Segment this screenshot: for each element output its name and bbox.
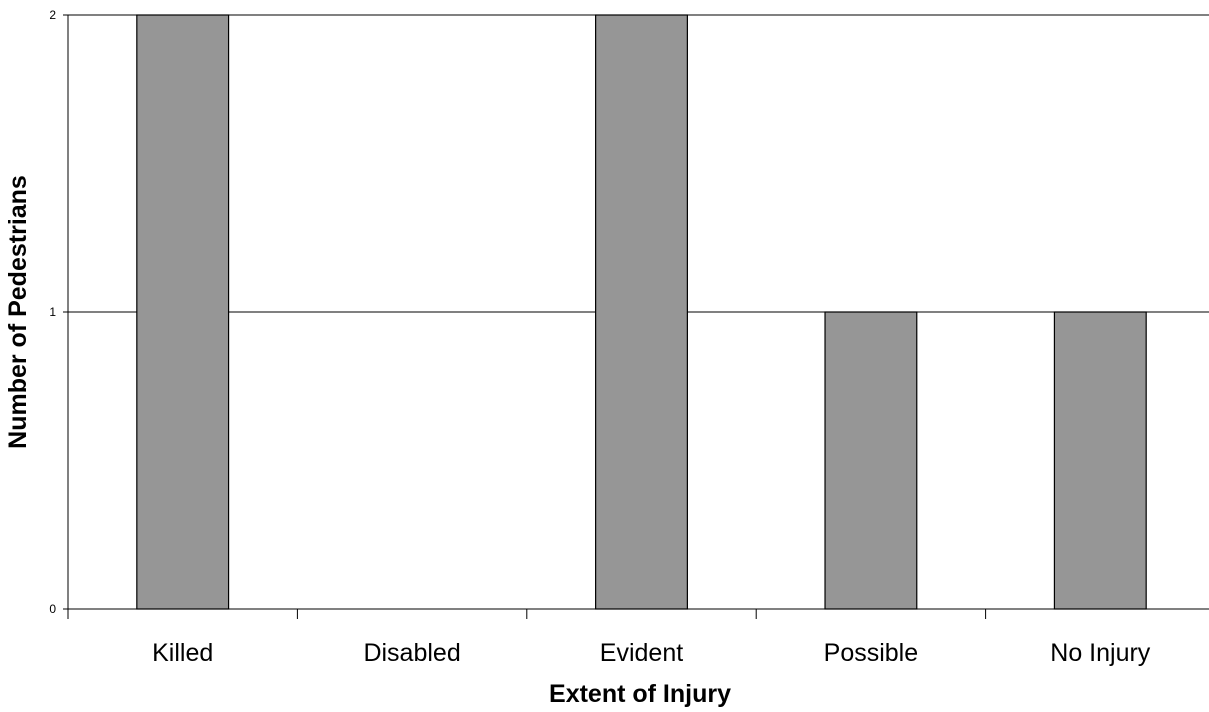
x-tick-label: Disabled (363, 639, 460, 667)
y-tick-label: 0 (49, 602, 56, 616)
x-tick-label: Possible (824, 639, 919, 667)
labels: 0 1 2 Killed Disabled Evident Possible No Injur… (49, 8, 1151, 667)
bar-no-injury (1053, 311, 1147, 610)
x-tick-label: Evident (600, 639, 683, 667)
x-tick-label: No Injury (1050, 639, 1151, 667)
bars (136, 14, 1147, 610)
x-tick-label: Killed (152, 639, 213, 667)
bar-evident (595, 14, 688, 610)
x-axis-title: Extent of Injury (549, 680, 731, 708)
y-tick-label: 1 (49, 305, 56, 319)
y-axis-title: Number of Pedestrians (4, 175, 32, 449)
bar-killed (136, 14, 230, 610)
bar-possible (824, 311, 918, 610)
y-tick-label: 2 (49, 8, 56, 22)
